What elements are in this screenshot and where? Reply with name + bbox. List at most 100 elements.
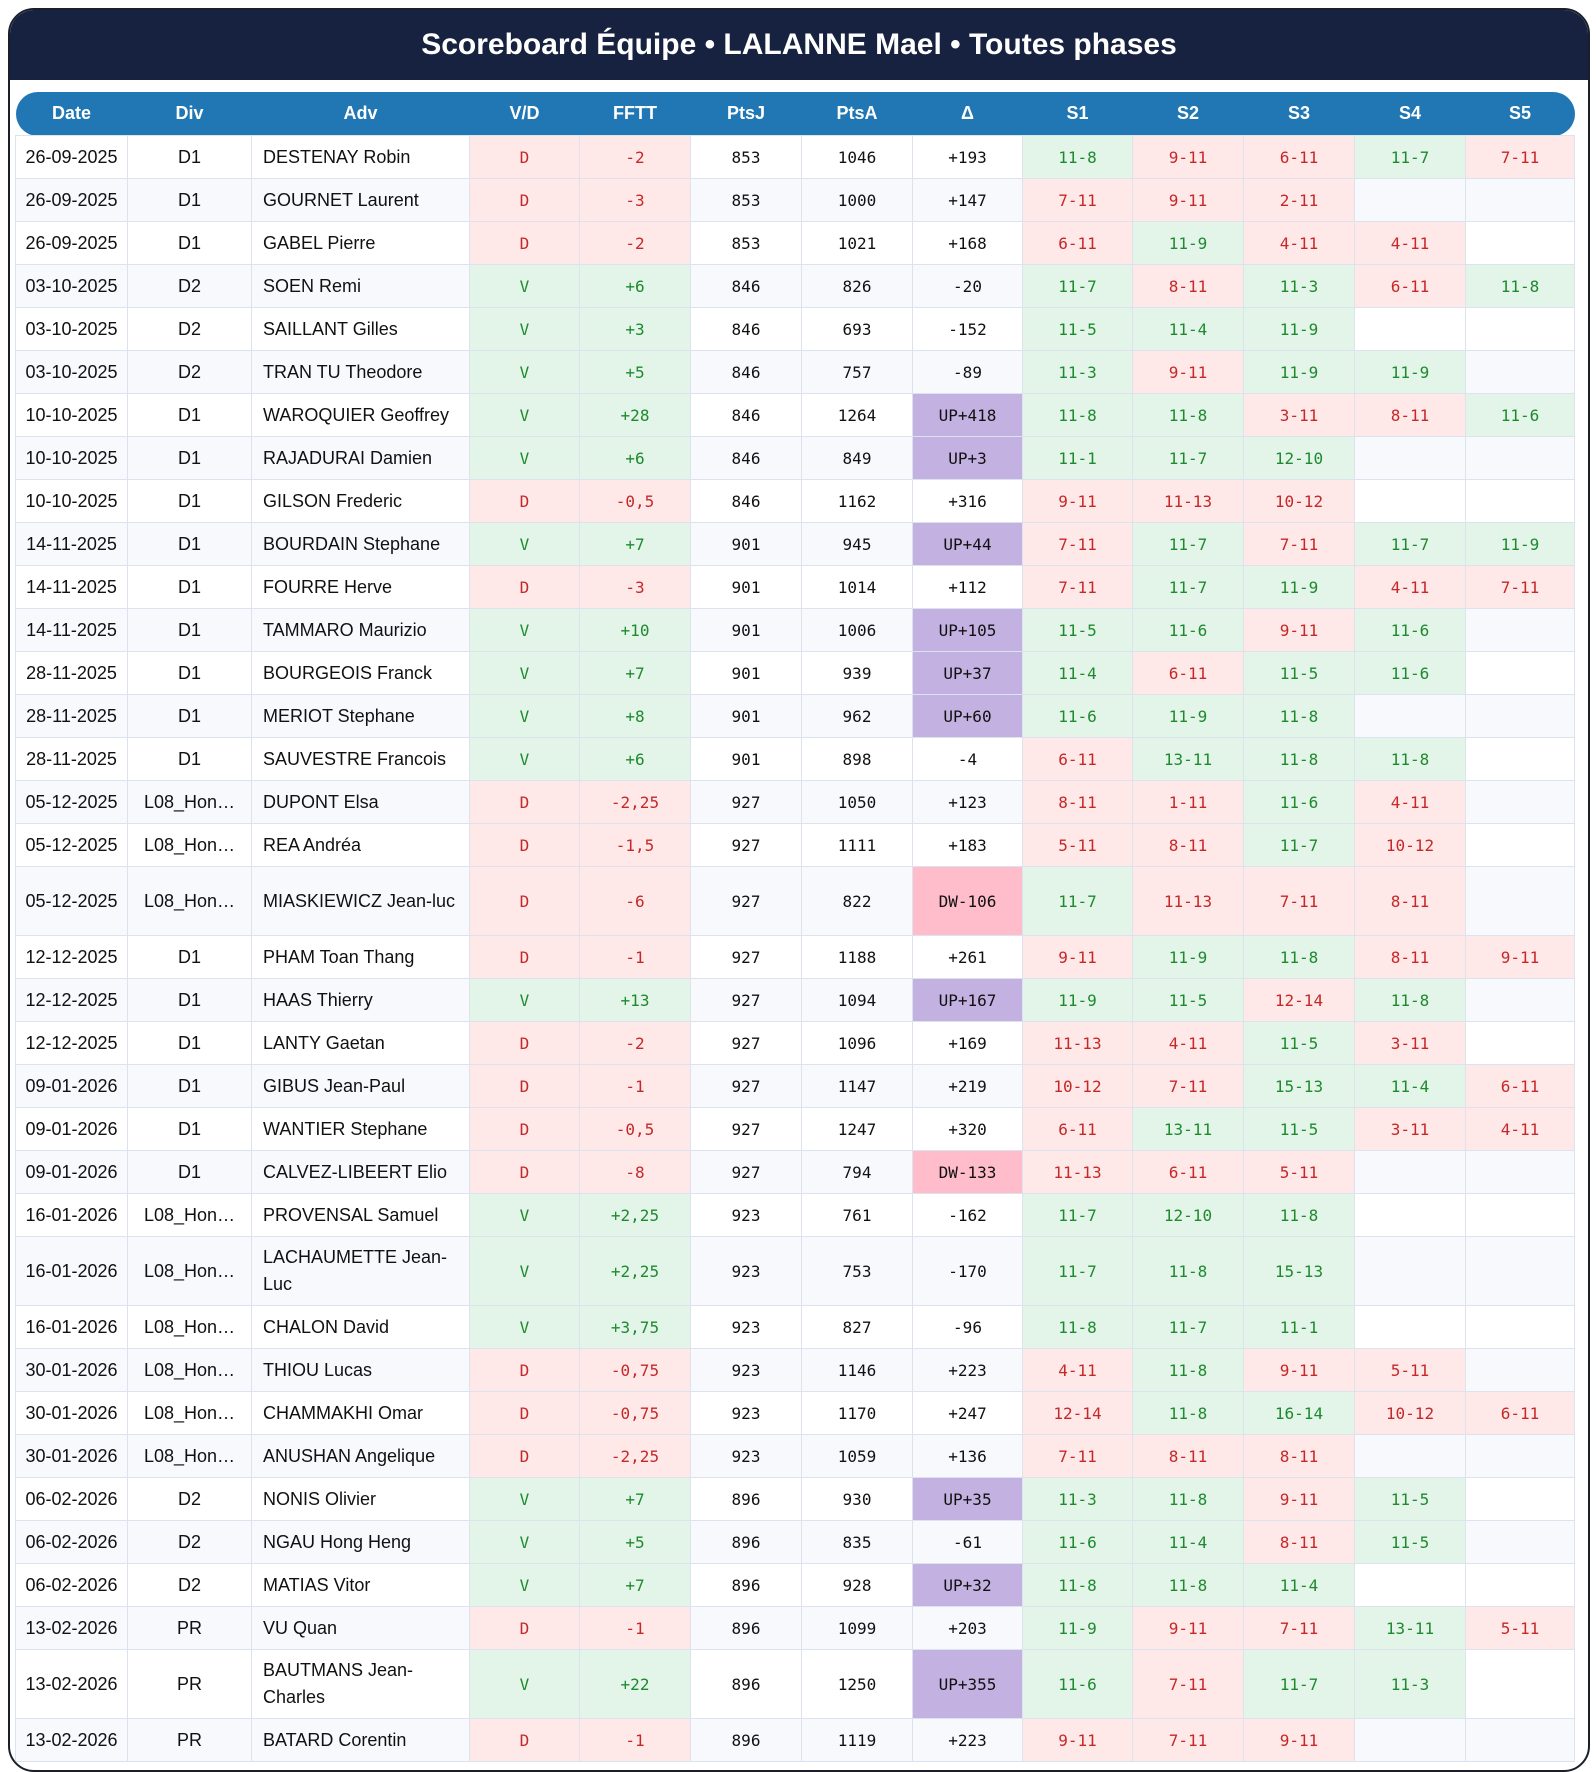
delta-cell: UP+37 (912, 651, 1023, 695)
delta-cell: -20 (912, 264, 1023, 308)
table-row: 28-11-2025 D1 MERIOT Stephane V +8 901 962 UP+6… (15, 694, 1575, 738)
set-1-cell: 11-9 (1022, 1606, 1133, 1650)
set-4-cell (1354, 307, 1466, 351)
opponent-cell: RAJADURAI Damien (251, 436, 470, 480)
table-row: 16-01-2026 L08_Hon… CHALON David V +3,75 923 8… (15, 1305, 1575, 1349)
set-2-cell: 11-9 (1132, 694, 1244, 738)
column-header-s1[interactable]: S1 (1022, 92, 1133, 136)
delta-cell: -170 (912, 1236, 1023, 1306)
set-4-cell (1354, 1718, 1466, 1762)
fftt-points-cell: -3 (579, 565, 691, 609)
date-cell: 30-01-2026 (15, 1391, 128, 1435)
date-cell: 05-12-2025 (15, 780, 128, 824)
set-4-cell (1354, 178, 1466, 222)
table-row: 14-11-2025 D1 FOURRE Herve D -3 901 1014 +112 7-… (15, 565, 1575, 609)
opponent-cell: TAMMARO Maurizio (251, 608, 470, 652)
opponent-cell: CHALON David (251, 1305, 470, 1349)
delta-cell: +183 (912, 823, 1023, 867)
column-header-delta[interactable]: Δ (912, 92, 1023, 136)
table-row: 05-12-2025 L08_Hon… MIASKIEWICZ Jean-luc D -… (15, 866, 1575, 936)
division-cell: L08_Hon… (127, 1193, 252, 1237)
table-row: 09-01-2026 D1 WANTIER Stephane D -0,5 927 1247… (15, 1107, 1575, 1151)
division-cell: L08_Hon… (127, 1348, 252, 1392)
set-2-cell: 13-11 (1132, 1107, 1244, 1151)
division-cell: PR (127, 1606, 252, 1650)
opponent-points-cell: 928 (801, 1563, 913, 1607)
set-4-cell: 4-11 (1354, 565, 1466, 609)
delta-cell: -4 (912, 737, 1023, 781)
result-cell: D (469, 1391, 580, 1435)
result-cell: V (469, 694, 580, 738)
set-3-cell: 12-14 (1243, 978, 1355, 1022)
result-cell: V (469, 737, 580, 781)
set-4-cell (1354, 1305, 1466, 1349)
opponent-cell: BATARD Corentin (251, 1718, 470, 1762)
set-2-cell: 7-11 (1132, 1064, 1244, 1108)
opponent-points-cell: 1119 (801, 1718, 913, 1762)
delta-cell: UP+355 (912, 1649, 1023, 1719)
set-4-cell: 6-11 (1354, 264, 1466, 308)
result-cell: D (469, 823, 580, 867)
fftt-points-cell: +7 (579, 1477, 691, 1521)
set-2-cell: 11-9 (1132, 935, 1244, 979)
result-cell: V (469, 264, 580, 308)
set-5-cell (1465, 436, 1575, 480)
set-4-cell: 11-5 (1354, 1477, 1466, 1521)
set-5-cell: 11-8 (1465, 264, 1575, 308)
delta-cell: UP+60 (912, 694, 1023, 738)
set-5-cell (1465, 978, 1575, 1022)
column-header-s4[interactable]: S4 (1354, 92, 1466, 136)
result-cell: D (469, 780, 580, 824)
division-cell: D2 (127, 264, 252, 308)
column-header-div[interactable]: Div (127, 92, 252, 136)
date-cell: 09-01-2026 (15, 1150, 128, 1194)
division-cell: D1 (127, 1150, 252, 1194)
set-4-cell (1354, 1150, 1466, 1194)
player-points-cell: 927 (690, 935, 802, 979)
set-3-cell: 5-11 (1243, 1150, 1355, 1194)
column-header-ptsa[interactable]: PtsA (801, 92, 913, 136)
division-cell: L08_Hon… (127, 1434, 252, 1478)
column-header-s5[interactable]: S5 (1465, 92, 1575, 136)
column-header-date[interactable]: Date (15, 92, 128, 136)
set-4-cell: 11-9 (1354, 350, 1466, 394)
set-5-cell (1465, 178, 1575, 222)
result-cell: V (469, 307, 580, 351)
date-cell: 16-01-2026 (15, 1236, 128, 1306)
column-header-vd[interactable]: V/D (469, 92, 580, 136)
set-4-cell: 11-5 (1354, 1520, 1466, 1564)
set-4-cell: 10-12 (1354, 1391, 1466, 1435)
result-cell: D (469, 1348, 580, 1392)
set-1-cell: 11-13 (1022, 1021, 1133, 1065)
set-1-cell: 11-8 (1022, 1305, 1133, 1349)
result-cell: D (469, 1021, 580, 1065)
opponent-cell: WAROQUIER Geoffrey (251, 393, 470, 437)
player-points-cell: 896 (690, 1718, 802, 1762)
delta-cell: +203 (912, 1606, 1023, 1650)
column-header-adv[interactable]: Adv (251, 92, 470, 136)
column-header-s3[interactable]: S3 (1243, 92, 1355, 136)
player-points-cell: 846 (690, 350, 802, 394)
set-2-cell: 1-11 (1132, 780, 1244, 824)
table-row: 05-12-2025 L08_Hon… DUPONT Elsa D -2,25 927 10… (15, 780, 1575, 824)
set-1-cell: 7-11 (1022, 178, 1133, 222)
set-1-cell: 11-8 (1022, 1563, 1133, 1607)
player-points-cell: 846 (690, 436, 802, 480)
date-cell: 28-11-2025 (15, 694, 128, 738)
delta-cell: +223 (912, 1348, 1023, 1392)
column-header-s2[interactable]: S2 (1132, 92, 1244, 136)
column-header-fftt[interactable]: FFTT (579, 92, 691, 136)
table-row: 30-01-2026 L08_Hon… THIOU Lucas D -0,75 923 11… (15, 1348, 1575, 1392)
player-points-cell: 896 (690, 1606, 802, 1650)
table-row: 14-11-2025 D1 BOURDAIN Stephane V +7 901 945 UP… (15, 522, 1575, 566)
result-cell: D (469, 221, 580, 265)
set-3-cell: 15-13 (1243, 1236, 1355, 1306)
opponent-points-cell: 1111 (801, 823, 913, 867)
set-4-cell: 8-11 (1354, 866, 1466, 936)
delta-cell: DW-133 (912, 1150, 1023, 1194)
set-3-cell: 4-11 (1243, 221, 1355, 265)
set-1-cell: 11-5 (1022, 608, 1133, 652)
column-header-ptsj[interactable]: PtsJ (690, 92, 802, 136)
delta-cell: -61 (912, 1520, 1023, 1564)
player-points-cell: 846 (690, 479, 802, 523)
